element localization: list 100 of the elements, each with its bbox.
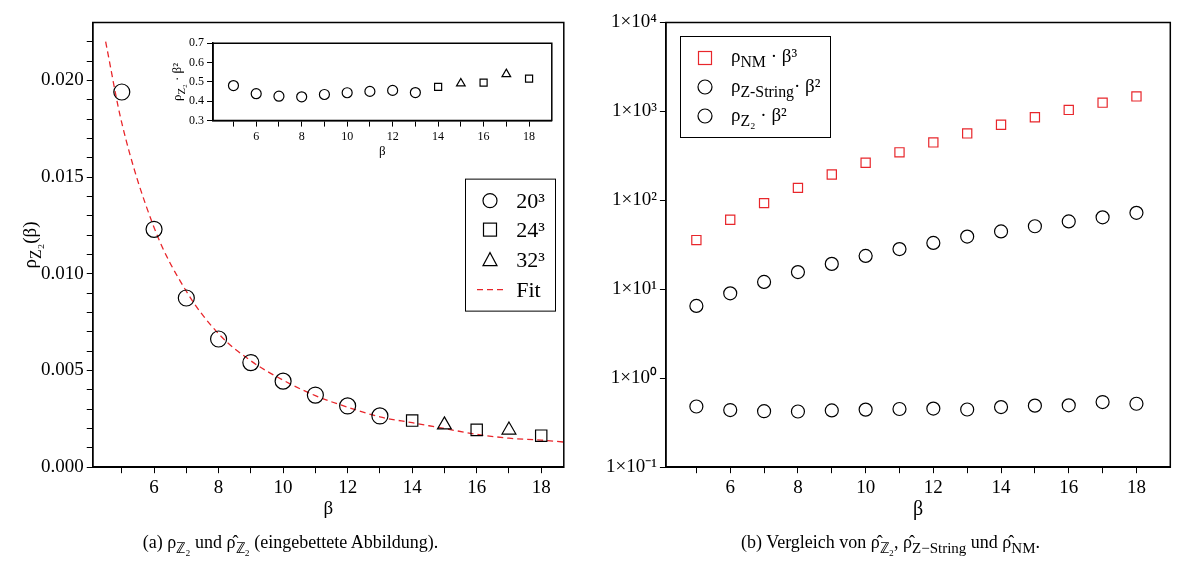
x-tick-label: 10 [341, 128, 354, 143]
point [894, 147, 905, 158]
point [790, 265, 806, 280]
y-tick-label: 0.010 [41, 261, 84, 283]
y-tick-label: 0.7 [189, 35, 204, 50]
point [758, 197, 770, 209]
y-tick-label: 0.5 [189, 74, 204, 89]
point [436, 416, 452, 430]
point [470, 423, 483, 437]
x-tick-label: 16 [477, 128, 490, 143]
x-tick-label: 6 [149, 475, 159, 497]
legend-label: ρ$_{NM}$ · β³ [730, 44, 798, 73]
point [790, 404, 806, 419]
point [756, 404, 772, 419]
point [1095, 210, 1110, 225]
y-tick-label: 1×10² [611, 188, 658, 210]
x-tick-label: 14 [991, 475, 1012, 497]
point [824, 403, 839, 418]
point [993, 224, 1009, 239]
point [723, 286, 738, 301]
x-tick-label: 8 [793, 475, 803, 497]
point [409, 86, 421, 99]
point [306, 386, 324, 404]
point [387, 84, 399, 97]
x-tick-label: 8 [298, 128, 305, 143]
text: (b) Vergleich von ρ̂$_{ℤ₂}$, ρ̂$_{Z−String}$ und ρ̂$_{NM}$. [740, 532, 1041, 557]
text: (a) ρ$_{ℤ₂}$ und ρ̂$_{ℤ₂}$ (eingebettete Abbildung). [141, 532, 440, 557]
point [928, 137, 939, 148]
x-tick-label: 10 [856, 475, 876, 497]
x-tick-label: 12 [386, 128, 399, 143]
x-tick-label: 8 [213, 475, 224, 497]
point [339, 397, 357, 415]
point [113, 83, 131, 101]
point [826, 169, 837, 180]
x-tick-label: 16 [1059, 475, 1079, 497]
legend-label: ρ$_{Z-String}$· β² [730, 73, 821, 102]
point [858, 248, 873, 264]
y-tick-label: 0.3 [189, 112, 204, 127]
point [960, 229, 975, 244]
point [723, 402, 738, 418]
point [1061, 398, 1076, 413]
point [455, 77, 466, 87]
x-tick-label: 10 [273, 475, 293, 497]
point [501, 421, 517, 435]
point [993, 399, 1009, 415]
point [479, 78, 488, 87]
point [296, 91, 308, 103]
point [1131, 91, 1142, 102]
point [242, 353, 260, 372]
point [926, 401, 941, 416]
x-tick-label: 18 [523, 128, 536, 143]
y-tick-label: 0.020 [41, 68, 84, 90]
point [892, 401, 907, 417]
point [364, 85, 376, 97]
point [824, 256, 839, 271]
point [227, 79, 240, 92]
point [501, 68, 512, 78]
point [145, 220, 163, 238]
y-tick-label: 0.005 [41, 358, 84, 380]
point [995, 119, 1007, 131]
point [1027, 398, 1042, 413]
x-tick-label: 12 [338, 475, 358, 497]
x-tick-label: 6 [725, 475, 735, 497]
point [689, 298, 704, 314]
x-tick-label: 18 [531, 475, 551, 497]
point [341, 87, 353, 99]
point [860, 157, 871, 169]
x-tick-label: 14 [402, 475, 423, 497]
point [691, 234, 702, 246]
point [1095, 394, 1110, 410]
point [858, 402, 873, 417]
y-tick-label: 0.000 [41, 455, 84, 477]
point [318, 88, 331, 101]
point [177, 289, 195, 307]
point [961, 128, 973, 139]
x-tick-label: 6 [253, 128, 260, 143]
y-tick-label: 0.015 [41, 165, 84, 187]
point [689, 399, 704, 414]
point [405, 414, 419, 427]
legend-label: 24³ [516, 216, 545, 245]
x-tick-label: 14 [432, 128, 445, 143]
y-tick-label: 1×10⁻¹ [605, 455, 658, 477]
point [960, 402, 975, 417]
y-tick-label: 1×10¹ [611, 277, 658, 299]
x-axis-title: β [323, 497, 334, 520]
point [1029, 111, 1041, 123]
legend-label: Fit [516, 275, 541, 304]
legend-label: ρ$_{Z₂}$ · β² [730, 102, 787, 131]
point [1097, 97, 1108, 108]
point [1061, 214, 1076, 229]
y-tick-label: 0.6 [189, 54, 204, 69]
point [209, 330, 228, 348]
point [1129, 205, 1144, 220]
point [524, 74, 534, 83]
point [274, 372, 292, 390]
x-tick-label: 16 [467, 475, 487, 497]
point [1129, 396, 1144, 411]
legend-label: 20³ [516, 186, 545, 215]
x-axis-title: β [913, 497, 924, 521]
x-tick-label: 12 [923, 475, 943, 497]
